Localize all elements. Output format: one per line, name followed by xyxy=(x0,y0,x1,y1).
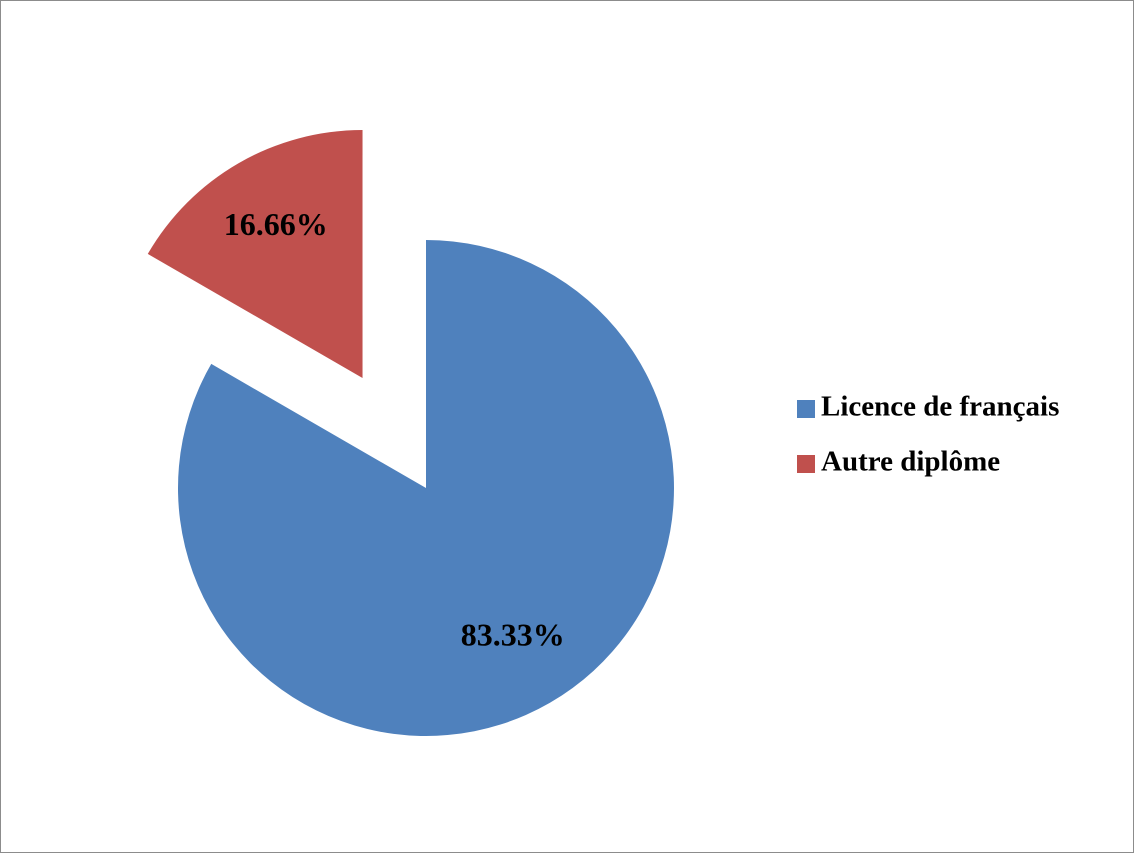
legend-swatch xyxy=(797,455,815,473)
data-label: 16.66% xyxy=(224,206,328,242)
data-label: 83.33% xyxy=(461,617,565,653)
legend-label: Licence de français xyxy=(821,391,1059,423)
legend-swatch xyxy=(797,400,815,418)
legend-label: Autre diplôme xyxy=(821,446,1000,478)
pie-slice xyxy=(177,240,674,736)
pie-slice xyxy=(147,130,363,379)
